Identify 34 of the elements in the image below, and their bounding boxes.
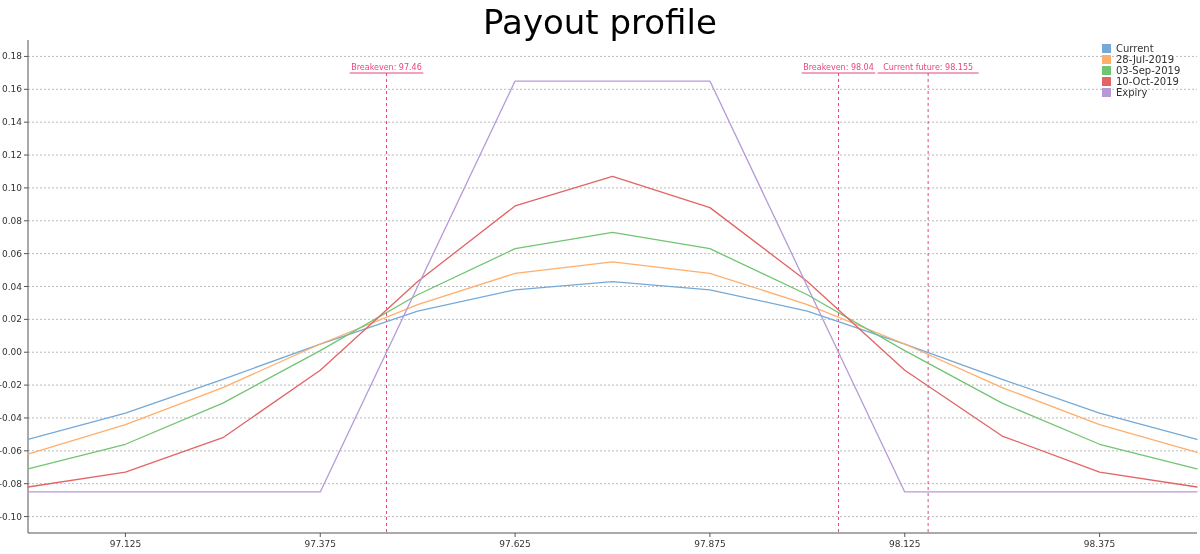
y-tick-label: 0.04 bbox=[1, 281, 23, 292]
y-tick-label: 0.02 bbox=[1, 314, 22, 325]
line-series bbox=[27, 231, 1198, 470]
y-tick-label: 0.16 bbox=[1, 84, 23, 95]
line-series bbox=[27, 175, 1198, 488]
legend-label: Expiry bbox=[1116, 87, 1148, 98]
x-tick-label: 98.375 bbox=[1083, 539, 1116, 549]
ref-line-label: Breakeven: 97.46 bbox=[351, 63, 422, 72]
y-tick-label: -0.08 bbox=[0, 478, 23, 489]
legend-label: Current bbox=[1116, 43, 1154, 54]
y-tick-label: 0.12 bbox=[1, 150, 22, 161]
y-tick-label: 0.08 bbox=[1, 215, 23, 226]
legend-label: 28-Jul-2019 bbox=[1116, 54, 1175, 65]
y-tick-label: 0.14 bbox=[1, 117, 23, 128]
ref-line-label: Breakeven: 98.04 bbox=[803, 63, 874, 72]
y-tick-label: 0.10 bbox=[1, 182, 23, 193]
x-tick-label: 97.625 bbox=[499, 539, 531, 549]
x-tick-label: 98.125 bbox=[889, 539, 921, 549]
y-tick-label: -0.04 bbox=[0, 412, 23, 423]
y-tick-label: 0.18 bbox=[1, 51, 23, 62]
y-tick-label: -0.06 bbox=[0, 445, 23, 456]
legend-label: 10-Oct-2019 bbox=[1116, 76, 1179, 87]
x-tick-label: 97.875 bbox=[694, 539, 726, 549]
ref-line-label: Current future: 98.155 bbox=[883, 63, 974, 72]
x-tick-label: 97.125 bbox=[109, 539, 142, 549]
y-tick-label: -0.02 bbox=[0, 380, 22, 391]
line-series bbox=[27, 261, 1198, 455]
y-tick-label: 0.06 bbox=[1, 248, 23, 259]
y-tick-label: -0.10 bbox=[0, 511, 23, 522]
chart-title: Payout profile bbox=[483, 2, 717, 42]
line-series bbox=[27, 280, 1198, 440]
x-tick-label: 97.375 bbox=[304, 539, 336, 549]
y-tick-label: 0.00 bbox=[1, 347, 23, 358]
legend-label: 03-Sep-2019 bbox=[1116, 65, 1181, 76]
